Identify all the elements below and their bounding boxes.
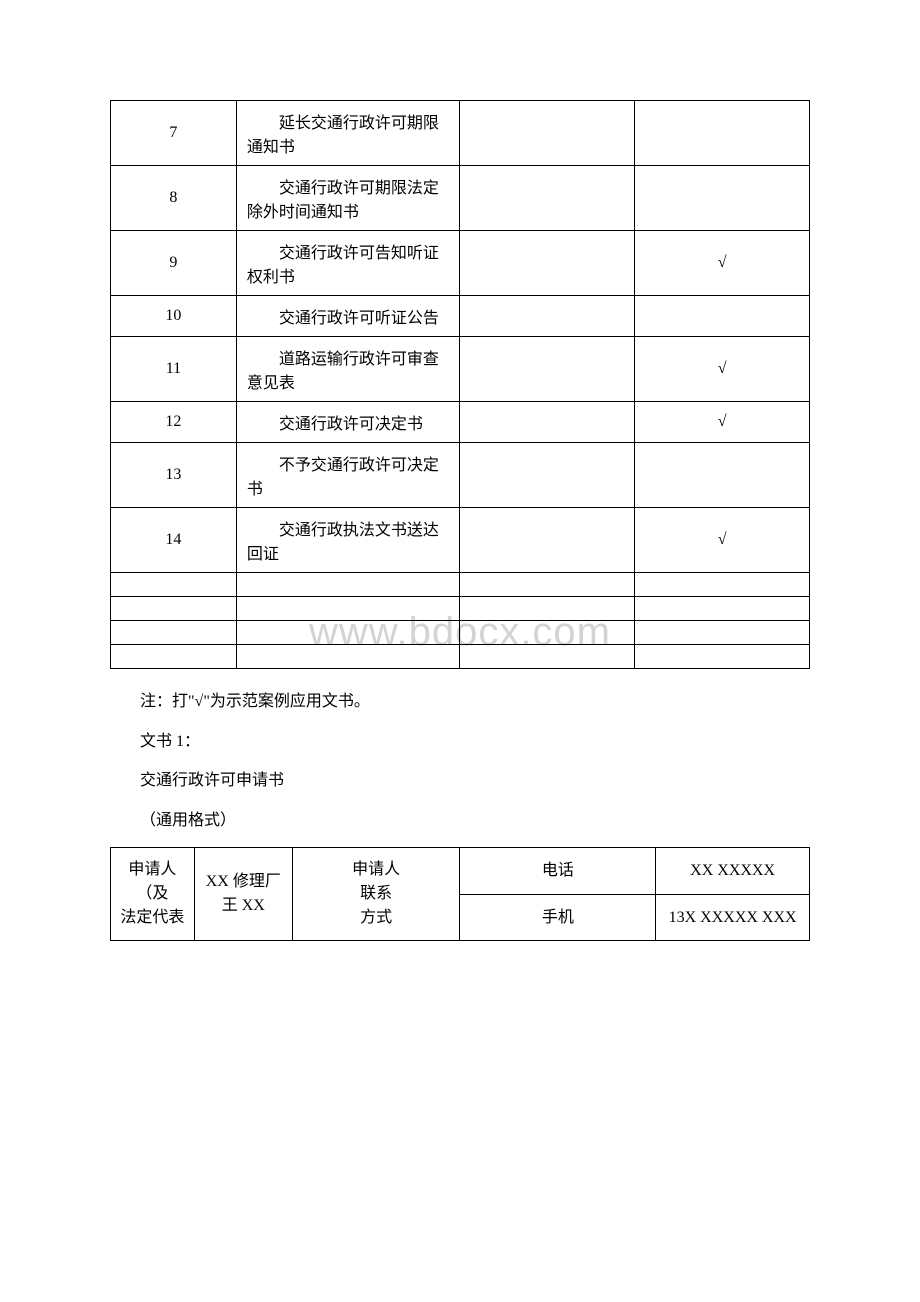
empty-cell	[111, 573, 237, 597]
contact-label-line2: 联系	[360, 885, 392, 902]
applicant-label-cell: 申请人（及 法定代表	[111, 848, 195, 941]
check-cell	[635, 296, 810, 337]
row-number: 9	[111, 231, 237, 296]
check-cell: √	[635, 337, 810, 402]
contact-label-line1: 申请人	[352, 861, 400, 878]
phone-label-cell: 电话	[460, 848, 656, 895]
table-row: 8 交通行政许可期限法定除外时间通知书	[111, 166, 810, 231]
application-form-table: 申请人（及 法定代表 XX 修理厂王 XX 申请人 联系 方式 电话 XX XX…	[110, 847, 810, 941]
row-number: 14	[111, 508, 237, 573]
document-name: 交通行政许可告知听证权利书	[236, 231, 460, 296]
format-label: （通用格式）	[140, 808, 810, 834]
check-cell	[635, 101, 810, 166]
table-row: 14 交通行政执法文书送达回证 √	[111, 508, 810, 573]
empty-cell	[460, 621, 635, 645]
table-row: 9 交通行政许可告知听证权利书 √	[111, 231, 810, 296]
empty-row	[111, 621, 810, 645]
empty-cell	[635, 573, 810, 597]
document-name: 道路运输行政许可审查意见表	[236, 337, 460, 402]
applicant-label-line1: 申请人（及	[128, 861, 176, 902]
table-row: 7 延长交通行政许可期限通知书	[111, 101, 810, 166]
empty-cell	[460, 645, 635, 669]
document-list-table: 7 延长交通行政许可期限通知书 8 交通行政许可期限法定除外时间通知书 9 交通…	[110, 100, 810, 669]
check-cell: √	[635, 508, 810, 573]
contact-label-cell: 申请人 联系 方式	[292, 848, 460, 941]
empty-cell	[236, 597, 460, 621]
applicant-value-cell: XX 修理厂王 XX	[194, 848, 292, 941]
blank-cell	[460, 402, 635, 443]
document-name: 交通行政执法文书送达回证	[236, 508, 460, 573]
check-cell: √	[635, 231, 810, 296]
row-number: 10	[111, 296, 237, 337]
doc-number-label: 文书 1：	[140, 729, 810, 755]
empty-cell	[111, 645, 237, 669]
empty-cell	[635, 597, 810, 621]
row-number: 13	[111, 443, 237, 508]
doc-title: 交通行政许可申请书	[140, 768, 810, 794]
row-number: 12	[111, 402, 237, 443]
note-text: 注：打"√"为示范案例应用文书。	[140, 689, 810, 715]
mobile-label-cell: 手机	[460, 894, 656, 941]
empty-row	[111, 573, 810, 597]
table-row: 11 道路运输行政许可审查意见表 √	[111, 337, 810, 402]
blank-cell	[460, 296, 635, 337]
table-row: 10 交通行政许可听证公告	[111, 296, 810, 337]
document-name: 交通行政许可期限法定除外时间通知书	[236, 166, 460, 231]
blank-cell	[460, 508, 635, 573]
table-row: 13 不予交通行政许可决定书	[111, 443, 810, 508]
empty-cell	[111, 621, 237, 645]
empty-row	[111, 645, 810, 669]
empty-cell	[460, 597, 635, 621]
form-row: 申请人（及 法定代表 XX 修理厂王 XX 申请人 联系 方式 电话 XX XX…	[111, 848, 810, 895]
row-number: 11	[111, 337, 237, 402]
empty-cell	[635, 621, 810, 645]
empty-cell	[111, 597, 237, 621]
mobile-value-cell: 13X XXXXX XXX	[656, 894, 810, 941]
row-number: 7	[111, 101, 237, 166]
document-name: 延长交通行政许可期限通知书	[236, 101, 460, 166]
document-name: 交通行政许可听证公告	[236, 296, 460, 337]
empty-cell	[460, 573, 635, 597]
empty-row	[111, 597, 810, 621]
blank-cell	[460, 166, 635, 231]
contact-label-line3: 方式	[360, 909, 392, 926]
document-name: 不予交通行政许可决定书	[236, 443, 460, 508]
row-number: 8	[111, 166, 237, 231]
check-cell	[635, 443, 810, 508]
empty-cell	[635, 645, 810, 669]
phone-value-cell: XX XXXXX	[656, 848, 810, 895]
check-cell: √	[635, 402, 810, 443]
empty-cell	[236, 573, 460, 597]
table-body: 7 延长交通行政许可期限通知书 8 交通行政许可期限法定除外时间通知书 9 交通…	[111, 101, 810, 669]
empty-cell	[236, 621, 460, 645]
blank-cell	[460, 337, 635, 402]
table-row: 12 交通行政许可决定书 √	[111, 402, 810, 443]
applicant-label-line2: 法定代表	[120, 909, 184, 926]
document-name: 交通行政许可决定书	[236, 402, 460, 443]
empty-cell	[236, 645, 460, 669]
blank-cell	[460, 231, 635, 296]
check-cell	[635, 166, 810, 231]
blank-cell	[460, 101, 635, 166]
blank-cell	[460, 443, 635, 508]
